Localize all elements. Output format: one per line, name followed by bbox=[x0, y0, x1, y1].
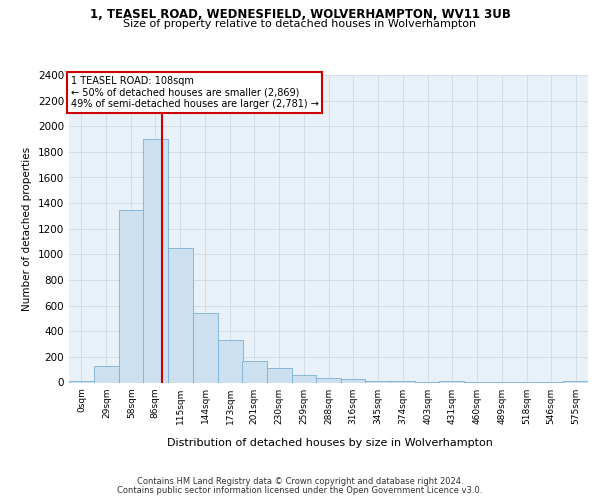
Text: Distribution of detached houses by size in Wolverhampton: Distribution of detached houses by size … bbox=[167, 438, 493, 448]
Bar bbox=[563, 380, 588, 382]
Text: Contains HM Land Registry data © Crown copyright and database right 2024.: Contains HM Land Registry data © Crown c… bbox=[137, 477, 463, 486]
Text: Contains public sector information licensed under the Open Government Licence v3: Contains public sector information licen… bbox=[118, 486, 482, 495]
Bar bbox=[266, 368, 292, 382]
Bar bbox=[193, 314, 218, 382]
Bar bbox=[292, 375, 316, 382]
Bar bbox=[168, 248, 193, 382]
Text: 1, TEASEL ROAD, WEDNESFIELD, WOLVERHAMPTON, WV11 3UB: 1, TEASEL ROAD, WEDNESFIELD, WOLVERHAMPT… bbox=[89, 8, 511, 20]
Bar bbox=[218, 340, 242, 382]
Y-axis label: Number of detached properties: Number of detached properties bbox=[22, 146, 32, 311]
Bar bbox=[439, 380, 464, 382]
Text: Size of property relative to detached houses in Wolverhampton: Size of property relative to detached ho… bbox=[124, 19, 476, 29]
Bar bbox=[341, 380, 365, 382]
Bar bbox=[316, 378, 341, 382]
Bar bbox=[391, 381, 415, 382]
Bar bbox=[143, 139, 168, 382]
Bar bbox=[365, 380, 391, 382]
Bar bbox=[69, 381, 94, 382]
Bar bbox=[119, 210, 144, 382]
Bar bbox=[94, 366, 119, 382]
Text: 1 TEASEL ROAD: 108sqm
← 50% of detached houses are smaller (2,869)
49% of semi-d: 1 TEASEL ROAD: 108sqm ← 50% of detached … bbox=[71, 76, 319, 110]
Bar bbox=[242, 360, 266, 382]
